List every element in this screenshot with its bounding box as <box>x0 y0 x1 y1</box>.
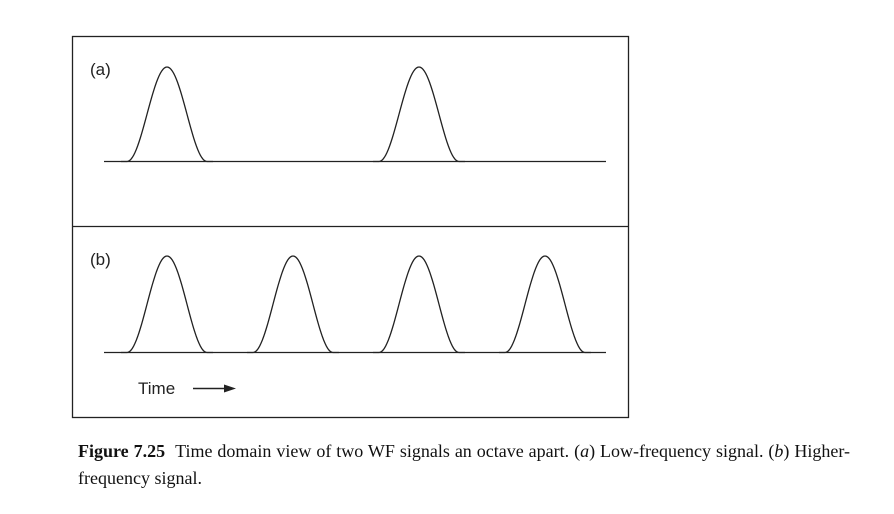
right-arrow-icon <box>193 384 236 393</box>
caption-text-3: ) Higher-frequency signal. <box>78 441 850 488</box>
panel-b: (b) Time <box>90 250 606 398</box>
panel-b-pulse <box>373 255 465 354</box>
panel-b-label: (b) <box>90 250 111 269</box>
figure-number: Figure 7.25 <box>78 441 166 461</box>
panel-a-pulse <box>373 66 465 163</box>
panel-a-label: (a) <box>90 60 111 79</box>
time-axis-label: Time <box>138 379 175 398</box>
panel-a-pulse <box>121 66 213 163</box>
caption-text-2: ) Low-frequency signal. ( <box>589 441 775 461</box>
caption-italic-a: a <box>580 441 590 461</box>
panel-b-pulse <box>247 255 339 354</box>
figure-caption: Figure 7.25 Time domain view of two WF si… <box>78 438 850 492</box>
caption-italic-b: b <box>774 441 784 461</box>
panel-b-pulse <box>499 255 591 354</box>
panel-b-pulse <box>121 255 213 354</box>
caption-text-1: Time domain view of two WF signals an oc… <box>175 441 581 461</box>
panel-a: (a) <box>90 60 606 163</box>
